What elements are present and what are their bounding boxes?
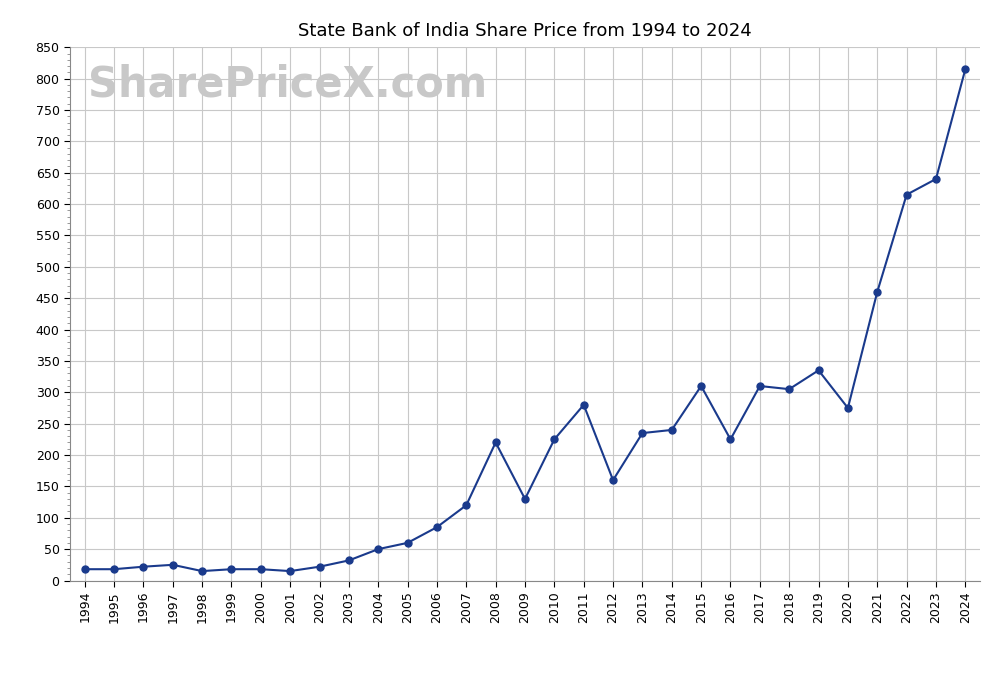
- Title: State Bank of India Share Price from 1994 to 2024: State Bank of India Share Price from 199…: [298, 22, 752, 40]
- Text: SharePriceX.com: SharePriceX.com: [88, 63, 487, 105]
